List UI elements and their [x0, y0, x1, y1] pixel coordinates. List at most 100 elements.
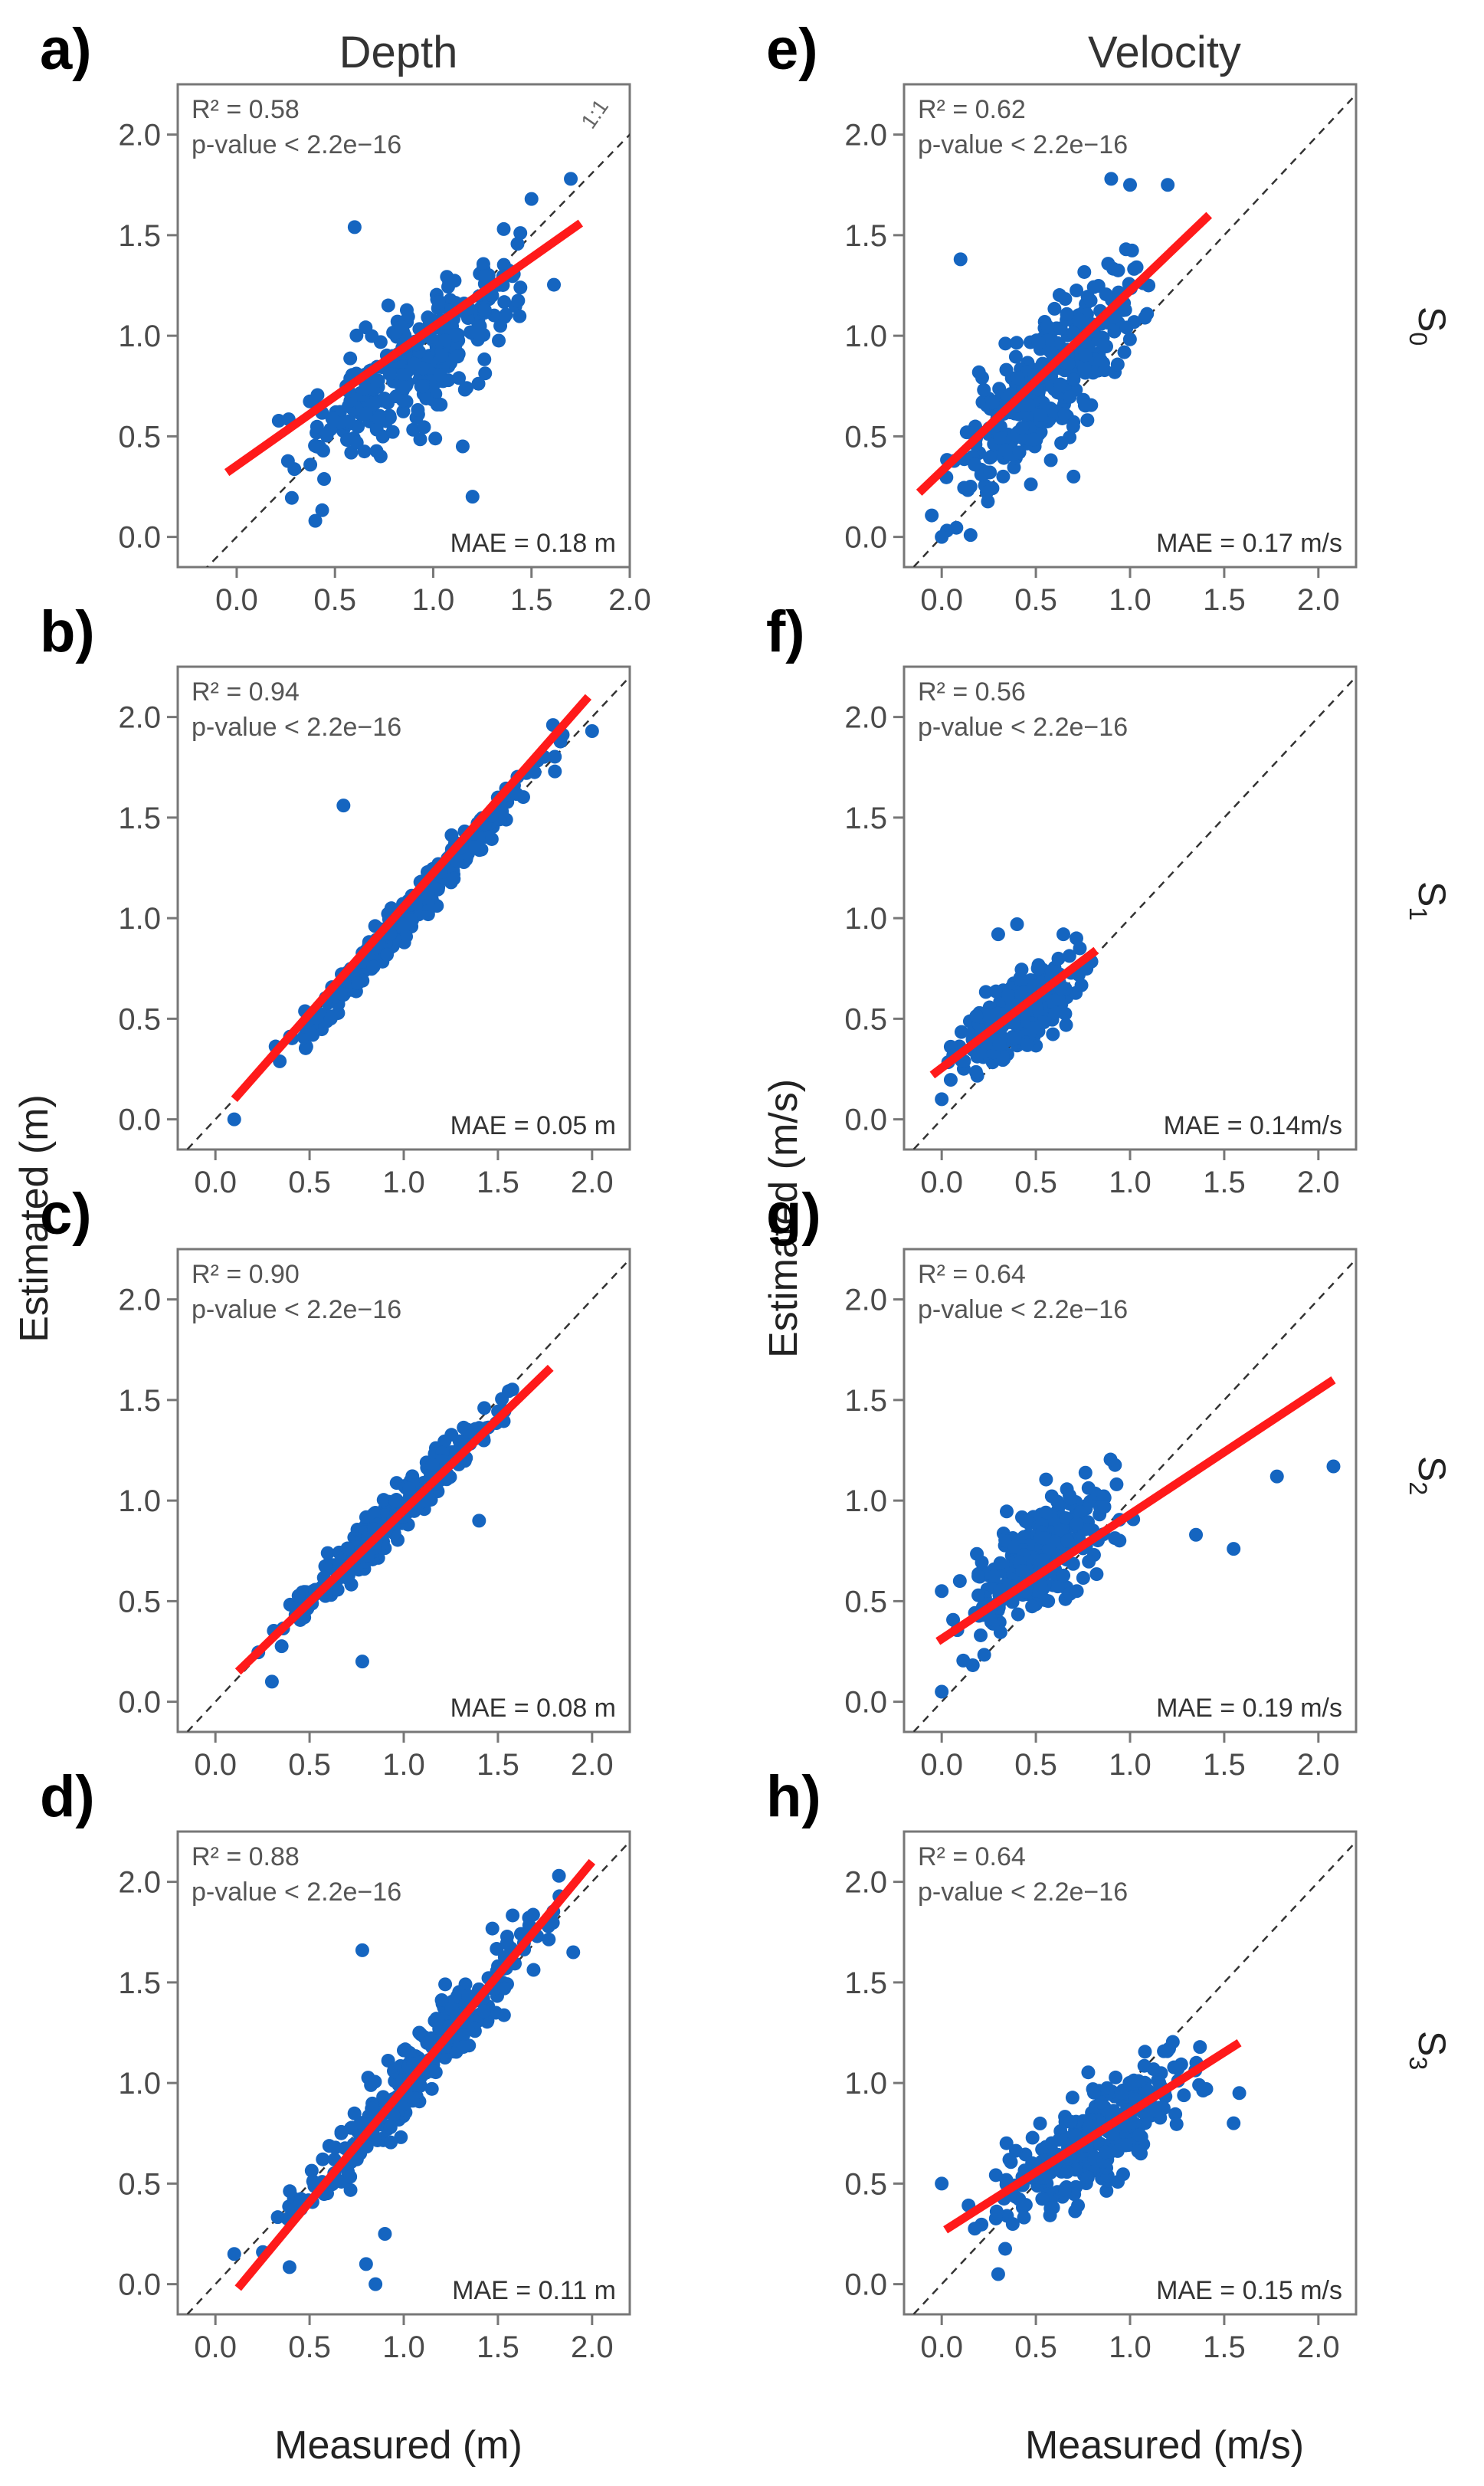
data-point: [1047, 301, 1062, 316]
data-point: [1002, 2153, 1017, 2167]
regression-line: [929, 946, 1099, 1079]
y-tick-label: 2.0: [844, 1284, 887, 1317]
data-point: [447, 274, 462, 288]
data-point: [1039, 1505, 1053, 1520]
data-point: [1063, 389, 1077, 404]
data-point: [985, 395, 1000, 410]
x-tick-label: 2.0: [571, 1166, 614, 1199]
scenario-label-s0: S0: [1404, 307, 1453, 346]
data-point: [1094, 2095, 1109, 2110]
data-point: [368, 2074, 382, 2089]
data-point: [467, 840, 482, 854]
data-point: [1018, 1514, 1033, 1529]
data-point: [1096, 1489, 1111, 1504]
data-point: [970, 1546, 984, 1561]
data-point: [369, 422, 384, 437]
data-point: [999, 1504, 1014, 1519]
mae-text: MAE = 0.18 m: [450, 529, 616, 558]
data-point: [444, 828, 459, 842]
data-point: [548, 764, 562, 779]
data-point: [968, 1064, 983, 1079]
data-point: [349, 328, 364, 343]
x-tick-label: 0.0: [920, 1748, 963, 1782]
data-point: [1025, 1599, 1040, 1614]
panel-label: h): [766, 1764, 821, 1829]
panel-f: 0.0 0.5 1.0 1.5 2.0 0.0 0.5 1.0 1.5 2.0 R² = 0.56 p…: [766, 599, 1358, 1199]
data-point: [1080, 413, 1095, 428]
data-point: [384, 2135, 398, 2150]
data-point: [1227, 2116, 1241, 2130]
data-point: [1060, 1533, 1075, 1548]
data-point: [547, 277, 562, 292]
data-point: [450, 349, 465, 364]
data-point: [452, 371, 467, 385]
data-point: [1066, 372, 1081, 387]
y-tick-label: 0.5: [844, 1585, 887, 1619]
data-point: [396, 367, 411, 382]
data-point: [1060, 2165, 1074, 2179]
x-tick-label: 0.0: [215, 583, 258, 617]
data-point: [310, 419, 324, 434]
data-point: [397, 380, 411, 395]
data-point: [1011, 1607, 1025, 1622]
data-point: [959, 425, 974, 440]
data-point: [1070, 1517, 1084, 1531]
data-point: [1117, 345, 1132, 359]
panel-g: 0.0 0.5 1.0 1.5 2.0 0.0 0.5 1.0 1.5 2.0 R² = 0.64 p…: [766, 1182, 1358, 1782]
data-point: [401, 310, 415, 324]
data-point: [1037, 1015, 1051, 1030]
data-point: [509, 787, 524, 802]
y-tick-label: 0.0: [118, 521, 161, 555]
data-point: [502, 1384, 516, 1399]
data-point: [323, 1012, 338, 1026]
data-point: [1043, 453, 1058, 467]
data-point: [979, 485, 994, 500]
data-point: [369, 2277, 383, 2291]
data-point: [999, 2136, 1014, 2150]
data-point: [954, 1025, 968, 1039]
x-tick-label: 1.5: [1203, 2330, 1246, 2364]
data-point: [943, 1073, 958, 1087]
data-point: [1073, 313, 1087, 327]
data-point: [347, 220, 362, 234]
data-point: [358, 381, 372, 395]
data-point: [477, 303, 492, 317]
data-point: [1138, 2045, 1152, 2059]
y-tick-label: 2.0: [118, 1866, 161, 1900]
data-point: [935, 1092, 949, 1107]
x-tick-label: 2.0: [571, 1748, 614, 1782]
plot-area: [912, 1840, 1356, 2314]
data-point: [478, 269, 493, 284]
data-point: [1012, 445, 1027, 460]
x-tick-label: 1.5: [510, 583, 553, 617]
data-point: [355, 1943, 369, 1957]
data-point: [273, 1054, 287, 1068]
data-point: [1097, 1500, 1112, 1514]
r-squared-text: R² = 0.64: [918, 1260, 1026, 1289]
data-point: [433, 368, 447, 382]
data-point: [342, 414, 356, 428]
data-point: [428, 431, 443, 446]
data-point: [366, 1507, 381, 1521]
data-point: [1100, 2081, 1115, 2095]
data-point: [1192, 2078, 1207, 2092]
x-tick-label: 1.0: [1109, 1166, 1151, 1199]
data-point: [1026, 1021, 1040, 1035]
y-tick-label: 0.0: [844, 1686, 887, 1720]
data-point: [396, 404, 411, 418]
data-point: [1015, 1563, 1030, 1578]
data-point: [336, 799, 351, 813]
data-point: [1146, 2062, 1161, 2077]
data-point: [957, 480, 971, 495]
plot-area: [912, 93, 1356, 567]
plot-area: [185, 1840, 630, 2314]
data-point: [1076, 1571, 1090, 1586]
data-point: [1119, 2138, 1133, 2153]
data-point: [431, 295, 446, 310]
data-point: [1043, 2208, 1057, 2222]
mae-text: MAE = 0.15 m/s: [1156, 2276, 1342, 2305]
y-tick-label: 1.0: [118, 2067, 161, 2101]
x-tick-label: 1.0: [382, 1748, 425, 1782]
data-point: [993, 431, 1007, 445]
data-point: [1127, 261, 1142, 276]
